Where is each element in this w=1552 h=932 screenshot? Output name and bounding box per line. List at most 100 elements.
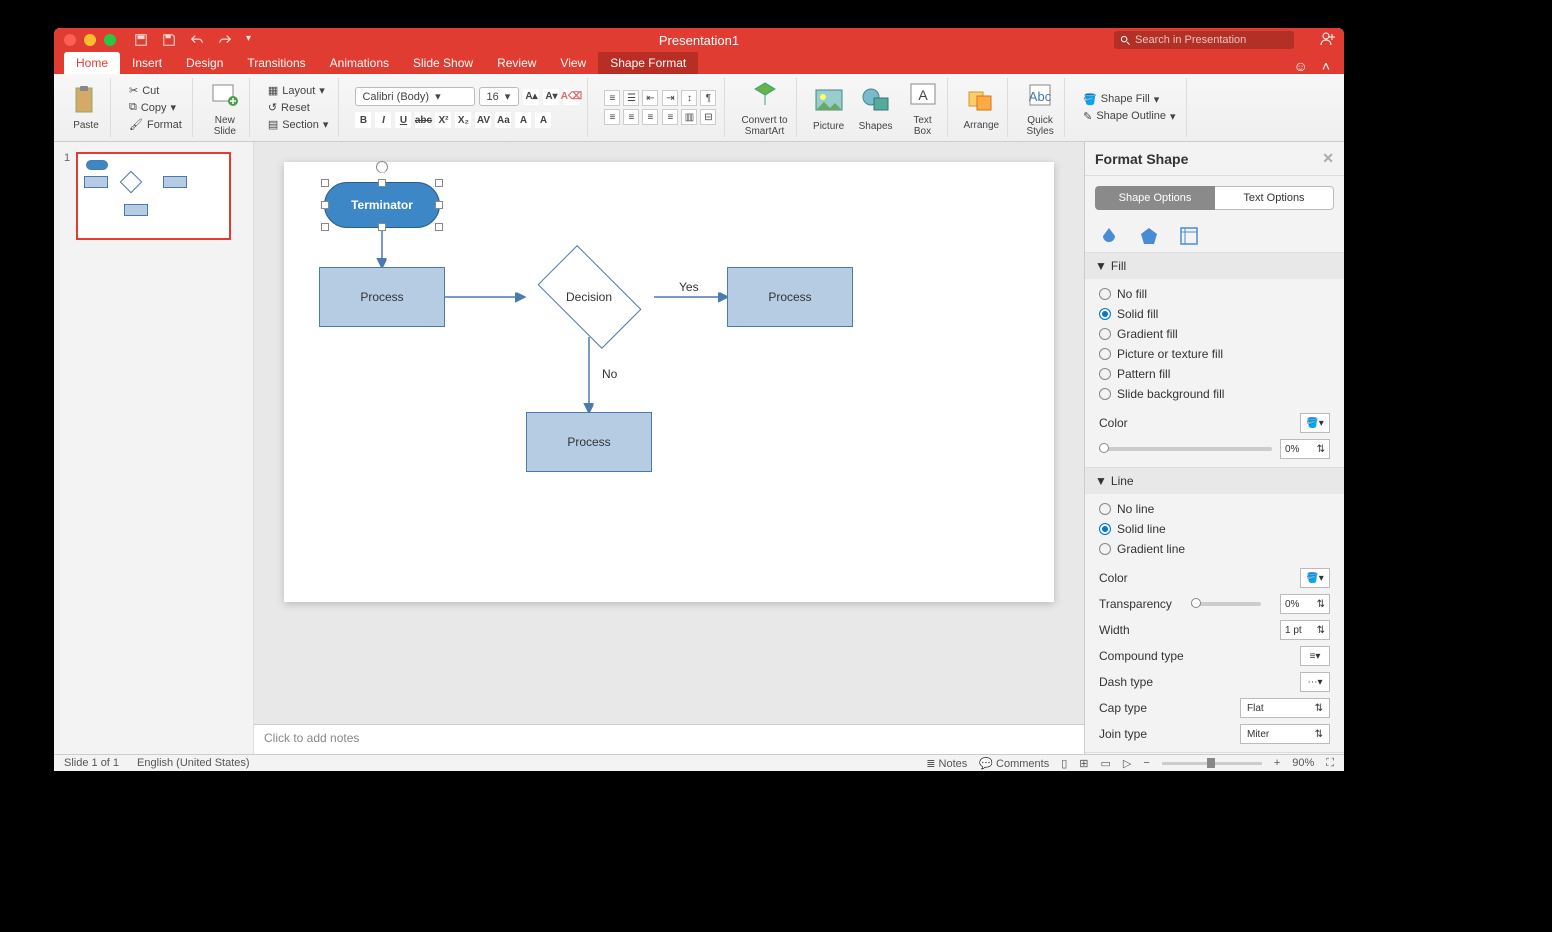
cut-button[interactable]: ✂Cut xyxy=(127,83,184,98)
align-center-icon[interactable]: ≡ xyxy=(623,109,639,125)
text-dir-icon[interactable]: ¶ xyxy=(700,90,716,106)
shape-process-3[interactable]: Process xyxy=(526,412,652,472)
textbox-button[interactable]: Text Box xyxy=(907,115,939,137)
size-tab-icon[interactable] xyxy=(1179,226,1199,246)
line-spacing-icon[interactable]: ↕ xyxy=(681,90,697,106)
arrange-icon[interactable] xyxy=(965,84,997,116)
zoom-out-button[interactable]: − xyxy=(1143,757,1149,769)
char-spacing-icon[interactable]: AV xyxy=(475,112,491,128)
panel-tab-shape[interactable]: Shape Options xyxy=(1095,186,1215,210)
tab-animations[interactable]: Animations xyxy=(318,52,401,74)
superscript-button[interactable]: X² xyxy=(435,112,451,128)
sorter-view-icon[interactable]: ⊞ xyxy=(1079,757,1088,770)
font-name-select[interactable]: Calibri (Body)▾ xyxy=(355,87,475,106)
resize-handle-ne[interactable] xyxy=(435,179,443,187)
textbox-icon[interactable]: A xyxy=(907,78,939,110)
fill-transparency-slider[interactable] xyxy=(1099,447,1272,451)
tab-insert[interactable]: Insert xyxy=(120,52,174,74)
change-case-icon[interactable]: Aa xyxy=(495,112,511,128)
tab-shape-format[interactable]: Shape Format xyxy=(598,52,698,74)
copy-button[interactable]: ⧉Copy ▾ xyxy=(127,100,184,115)
strike-button[interactable]: abc xyxy=(415,112,431,128)
fill-line-tab-icon[interactable] xyxy=(1099,226,1119,246)
bullets-icon[interactable]: ≡ xyxy=(604,90,620,106)
resize-handle-w[interactable] xyxy=(321,201,329,209)
zoom-slider[interactable] xyxy=(1162,762,1262,765)
resize-handle-se[interactable] xyxy=(435,223,443,231)
font-color-icon[interactable]: A xyxy=(535,112,551,128)
line-header[interactable]: ▼ Line xyxy=(1085,468,1344,494)
reading-view-icon[interactable]: ▭ xyxy=(1101,757,1111,770)
cap-select[interactable]: Flat⇅ xyxy=(1240,698,1330,718)
line-gradient[interactable]: Gradient line xyxy=(1099,542,1330,556)
reset-button[interactable]: ↺Reset xyxy=(266,100,331,115)
qat-more-icon[interactable]: ▾ xyxy=(246,33,260,47)
align-text-icon[interactable]: ⊟ xyxy=(700,109,716,125)
fill-slidebg[interactable]: Slide background fill xyxy=(1099,387,1330,401)
smartart-button[interactable]: Convert to SmartArt xyxy=(741,115,787,137)
shape-fill-button[interactable]: 🪣Shape Fill ▾ xyxy=(1081,92,1177,107)
shrink-font-icon[interactable]: A▾ xyxy=(543,89,559,105)
numbering-icon[interactable]: ☰ xyxy=(623,90,639,106)
fill-transparency-value[interactable]: 0%⇅ xyxy=(1280,439,1330,459)
new-slide-icon[interactable] xyxy=(209,79,241,111)
paste-button[interactable]: Paste xyxy=(73,120,99,131)
indent-less-icon[interactable]: ⇤ xyxy=(642,90,658,106)
shape-decision[interactable]: Decision xyxy=(524,257,654,337)
autosave-icon[interactable] xyxy=(134,33,148,47)
line-width-value[interactable]: 1 pt⇅ xyxy=(1280,620,1330,640)
notes-area[interactable]: Click to add notes xyxy=(254,724,1084,754)
arrange-button[interactable]: Arrange xyxy=(964,120,1000,131)
grow-font-icon[interactable]: A▴ xyxy=(523,89,539,105)
line-transparency-slider[interactable] xyxy=(1191,602,1261,606)
fill-color-picker[interactable]: 🪣▾ xyxy=(1300,413,1330,433)
clear-format-icon[interactable]: A⌫ xyxy=(563,89,579,105)
fill-nofill[interactable]: No fill xyxy=(1099,287,1330,301)
indent-more-icon[interactable]: ⇥ xyxy=(662,90,678,106)
fill-pattern[interactable]: Pattern fill xyxy=(1099,367,1330,381)
resize-handle-sw[interactable] xyxy=(321,223,329,231)
line-solid[interactable]: Solid line xyxy=(1099,522,1330,536)
slide-thumbnail-1[interactable] xyxy=(76,152,231,240)
paste-icon[interactable] xyxy=(70,84,102,116)
effects-tab-icon[interactable] xyxy=(1139,226,1159,246)
new-slide-button[interactable]: New Slide xyxy=(214,115,236,137)
bold-button[interactable]: B xyxy=(355,112,371,128)
fill-header[interactable]: ▼ Fill xyxy=(1085,253,1344,279)
section-button[interactable]: ▤Section ▾ xyxy=(266,117,331,132)
highlight-icon[interactable]: A xyxy=(515,112,531,128)
normal-view-icon[interactable]: ▯ xyxy=(1061,757,1067,770)
resize-handle-nw[interactable] xyxy=(321,179,329,187)
panel-tab-text[interactable]: Text Options xyxy=(1215,186,1334,210)
shape-outline-button[interactable]: ✎Shape Outline ▾ xyxy=(1081,109,1177,124)
save-icon[interactable] xyxy=(162,33,176,47)
picture-icon[interactable] xyxy=(813,84,845,116)
undo-icon[interactable] xyxy=(190,33,204,47)
italic-button[interactable]: I xyxy=(375,112,391,128)
shape-process-2[interactable]: Process xyxy=(727,267,853,327)
comments-toggle[interactable]: 💬 Comments xyxy=(979,757,1049,770)
picture-button[interactable]: Picture xyxy=(813,121,845,132)
shapes-icon[interactable] xyxy=(860,84,892,116)
redo-icon[interactable] xyxy=(218,33,232,47)
shapes-button[interactable]: Shapes xyxy=(859,121,893,132)
dash-select[interactable]: ⋯▾ xyxy=(1300,672,1330,692)
fill-picture[interactable]: Picture or texture fill xyxy=(1099,347,1330,361)
notes-toggle[interactable]: ≣ Notes xyxy=(926,757,967,770)
columns-icon[interactable]: ▥ xyxy=(681,109,697,125)
smartart-icon[interactable] xyxy=(749,79,781,111)
justify-icon[interactable]: ≡ xyxy=(662,109,678,125)
align-right-icon[interactable]: ≡ xyxy=(642,109,658,125)
feedback-icon[interactable]: ☺ xyxy=(1294,58,1308,74)
close-icon[interactable] xyxy=(64,34,76,46)
fill-solid[interactable]: Solid fill xyxy=(1099,307,1330,321)
tab-transitions[interactable]: Transitions xyxy=(235,52,317,74)
zoom-in-button[interactable]: + xyxy=(1274,757,1280,769)
resize-handle-e[interactable] xyxy=(435,201,443,209)
panel-close-icon[interactable]: ✕ xyxy=(1322,150,1334,167)
fill-gradient[interactable]: Gradient fill xyxy=(1099,327,1330,341)
maximize-icon[interactable] xyxy=(104,34,116,46)
align-left-icon[interactable]: ≡ xyxy=(604,109,620,125)
fit-slide-icon[interactable]: ⛶ xyxy=(1326,757,1334,770)
quick-styles-button[interactable]: Quick Styles xyxy=(1026,115,1053,137)
